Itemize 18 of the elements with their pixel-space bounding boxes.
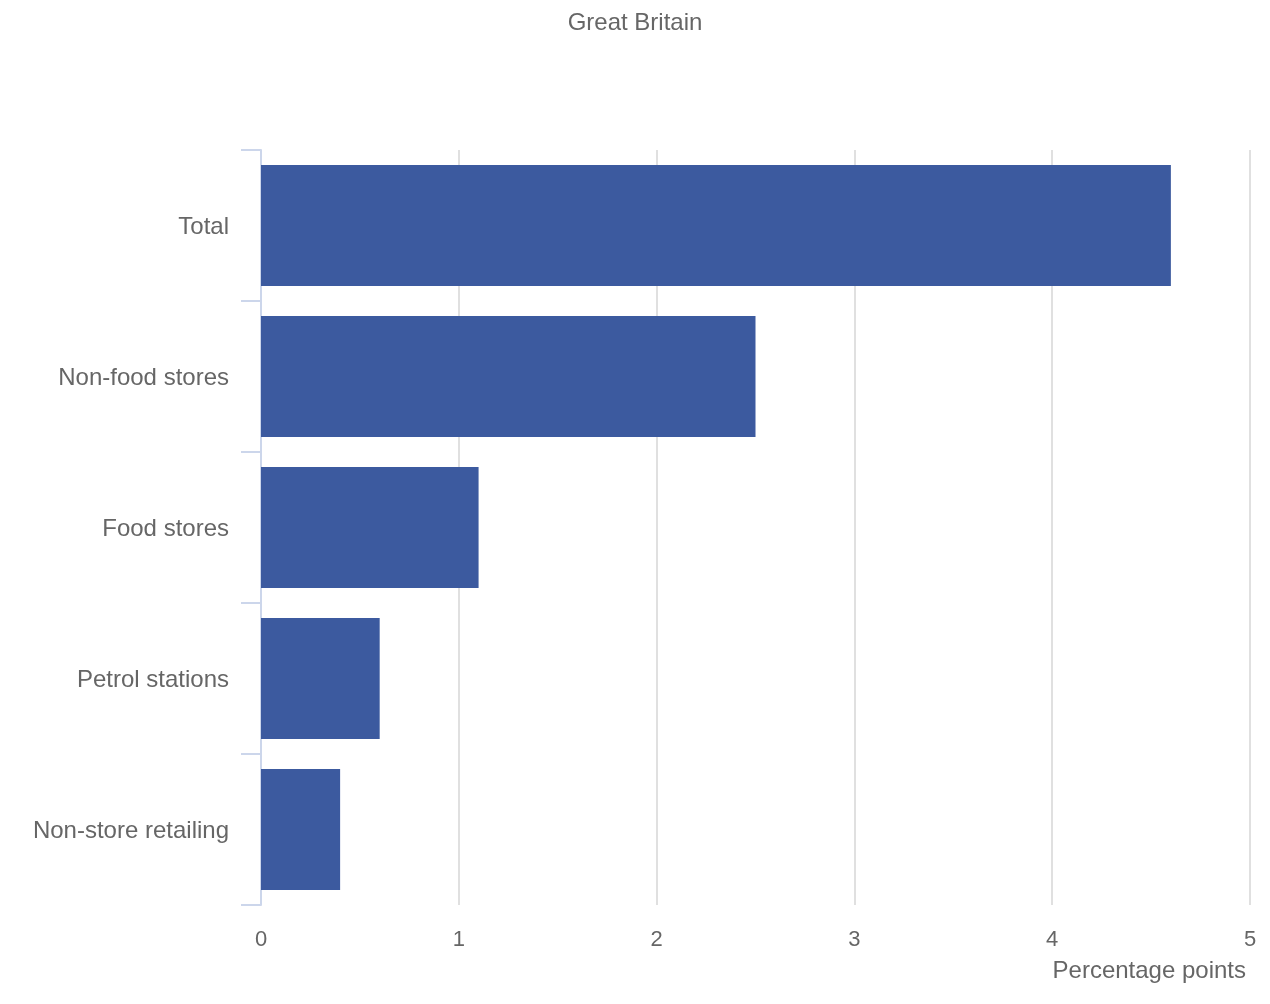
x-tick-label: 4 [1046,925,1059,951]
bar [261,618,380,739]
y-tick-label: Total [178,212,229,239]
y-tick-label: Food stores [102,514,229,541]
y-tick-label: Petrol stations [76,665,229,692]
bar [261,467,479,588]
x-tick-label: 0 [254,925,268,951]
bar [261,316,756,437]
x-tick-label: 5 [1243,925,1257,951]
bar [261,165,1171,286]
x-axis-title: Percentage points [1052,955,1246,983]
y-tick-label: Non-store retailing [32,816,229,843]
bar [261,769,341,890]
x-tick-label: 3 [848,925,861,951]
x-tick-label: 2 [650,925,663,951]
chart-title: Great Britain [567,7,703,35]
y-tick-label: Non-food stores [58,363,229,390]
x-tick-label: 1 [452,925,465,951]
